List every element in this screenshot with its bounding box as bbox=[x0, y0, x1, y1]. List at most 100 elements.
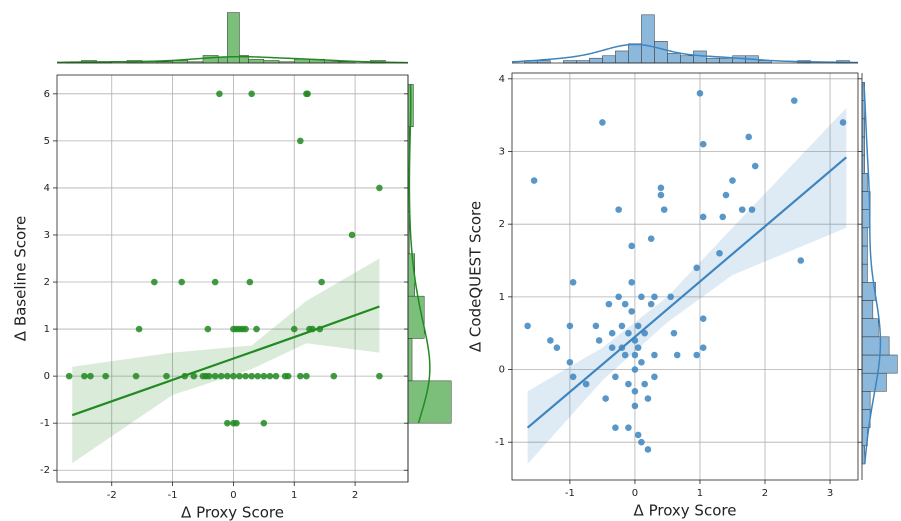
point bbox=[178, 278, 186, 286]
hist-bar bbox=[706, 57, 720, 64]
hist-bar bbox=[861, 154, 865, 174]
point bbox=[751, 162, 759, 170]
y-tick-label: 4 bbox=[499, 74, 505, 85]
x-tick-label: -1 bbox=[168, 490, 178, 501]
point bbox=[547, 337, 554, 344]
point bbox=[670, 329, 678, 337]
point bbox=[625, 380, 632, 388]
point bbox=[272, 372, 280, 380]
hist-bar bbox=[407, 338, 413, 382]
point bbox=[595, 337, 603, 344]
point bbox=[790, 97, 798, 104]
regression-line bbox=[71, 305, 380, 417]
kde-curve bbox=[56, 55, 409, 64]
hist-bar bbox=[719, 57, 733, 64]
point bbox=[304, 90, 311, 98]
point bbox=[696, 90, 704, 97]
hist-bar bbox=[628, 43, 642, 64]
regression-line bbox=[526, 156, 848, 429]
point bbox=[612, 373, 619, 381]
hist-bar bbox=[861, 300, 874, 319]
kde-curve bbox=[408, 84, 431, 424]
y-tick-label: 2 bbox=[44, 277, 50, 288]
point bbox=[605, 300, 613, 308]
point bbox=[673, 351, 681, 359]
y-tick-label: 4 bbox=[44, 183, 50, 194]
confidence-band bbox=[527, 107, 847, 465]
hist-bar bbox=[407, 380, 452, 424]
hist-bar bbox=[861, 173, 868, 192]
point bbox=[729, 177, 736, 184]
point bbox=[599, 119, 606, 126]
point bbox=[657, 184, 665, 192]
point bbox=[569, 373, 577, 381]
point bbox=[699, 344, 707, 352]
hist-bar bbox=[861, 227, 868, 247]
y-tick-label: 0 bbox=[499, 365, 505, 376]
point bbox=[621, 300, 629, 308]
point bbox=[163, 372, 170, 380]
x-tick-label: 0 bbox=[230, 490, 236, 501]
plot-frame bbox=[511, 72, 859, 481]
hist-bar bbox=[861, 245, 868, 265]
point bbox=[376, 184, 383, 192]
point bbox=[634, 322, 642, 330]
point bbox=[524, 322, 531, 330]
point bbox=[303, 372, 310, 380]
point bbox=[693, 264, 701, 272]
y-tick-label: 1 bbox=[499, 292, 505, 303]
x-axis-label: Δ Proxy Score bbox=[634, 502, 737, 520]
point bbox=[297, 137, 304, 145]
point bbox=[631, 351, 639, 359]
y-tick-label: -1 bbox=[495, 437, 505, 448]
point bbox=[693, 351, 701, 359]
hist-bar bbox=[861, 336, 890, 356]
y-tick-label: -2 bbox=[40, 465, 50, 476]
y-tick-label: -1 bbox=[40, 418, 50, 429]
point bbox=[638, 438, 645, 446]
hist-bar bbox=[680, 55, 694, 64]
point bbox=[224, 372, 231, 380]
hist-bar bbox=[227, 12, 240, 64]
point bbox=[348, 231, 356, 239]
point bbox=[657, 191, 665, 199]
point bbox=[628, 308, 635, 315]
point bbox=[242, 325, 249, 333]
point bbox=[699, 315, 707, 322]
y-tick-label: 3 bbox=[499, 146, 505, 157]
point bbox=[190, 372, 198, 380]
point bbox=[553, 344, 561, 352]
point bbox=[602, 395, 609, 402]
point bbox=[318, 278, 325, 286]
point bbox=[628, 279, 635, 286]
point bbox=[631, 388, 639, 395]
point bbox=[102, 372, 109, 380]
point bbox=[266, 372, 274, 380]
point bbox=[569, 279, 577, 286]
hist-bar bbox=[861, 136, 865, 156]
hist-bar bbox=[589, 57, 603, 64]
y-tick-label: 2 bbox=[499, 219, 505, 230]
hist-bar bbox=[615, 50, 629, 64]
point bbox=[638, 293, 645, 301]
point bbox=[566, 358, 574, 366]
point bbox=[641, 380, 648, 388]
point bbox=[631, 366, 639, 373]
point bbox=[330, 372, 338, 380]
point bbox=[612, 424, 619, 431]
point bbox=[647, 300, 655, 308]
point bbox=[87, 372, 94, 380]
point bbox=[625, 424, 632, 431]
point bbox=[644, 395, 652, 402]
y-tick-label: 3 bbox=[44, 230, 50, 241]
point bbox=[211, 278, 219, 286]
point bbox=[254, 372, 262, 380]
point bbox=[641, 329, 648, 337]
point bbox=[621, 351, 629, 359]
point bbox=[615, 293, 622, 301]
point bbox=[748, 206, 756, 213]
kde-curve bbox=[511, 43, 859, 64]
point bbox=[797, 257, 805, 264]
point bbox=[625, 329, 632, 337]
point bbox=[216, 90, 223, 98]
